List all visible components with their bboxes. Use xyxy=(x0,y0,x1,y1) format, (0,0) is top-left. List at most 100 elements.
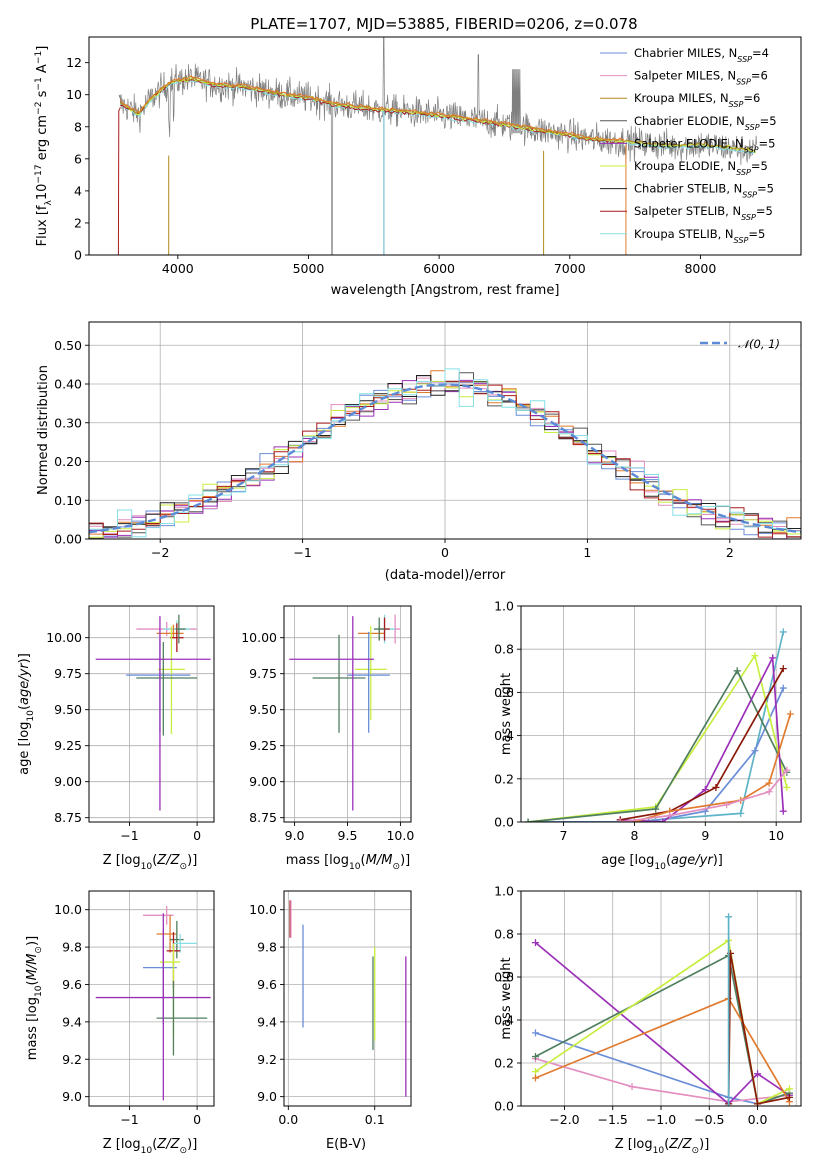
y-tick-label: 9.6 xyxy=(62,977,82,992)
error-bar-point xyxy=(136,642,198,736)
normal-reference-curve xyxy=(89,383,801,534)
panel-spectrum: 4000 5000 6000 7000 8000 0 2 4 6 8 10 12 Chabrier MI… xyxy=(34,36,802,298)
weight-series-marker xyxy=(779,684,787,692)
weight-series-marker xyxy=(737,809,745,817)
y-tick-label: 9.0 xyxy=(62,1089,82,1104)
y-axis-label: age [log10(age/yr)] xyxy=(17,653,36,775)
y-tick-label: 9.8 xyxy=(62,940,82,955)
y-tick-label: 9.0 xyxy=(257,1089,277,1104)
spectrum-model-fit xyxy=(120,79,757,154)
x-tick-label: 0 xyxy=(193,1112,201,1127)
x-tick-label: 4000 xyxy=(162,261,194,276)
weight-series-marker xyxy=(659,818,667,822)
legend-entry: Kroupa ELODIE, NSSP=5 xyxy=(634,159,768,177)
y-tick-label: 8.75 xyxy=(54,810,82,825)
weight-series-marker xyxy=(779,628,787,636)
y-tick-label: 0.2 xyxy=(494,1056,514,1071)
y-tick-label: 1.0 xyxy=(494,599,514,614)
weight-series-line xyxy=(535,954,790,1105)
x-tick-label: −1.5 xyxy=(598,1112,628,1127)
weight-series-marker xyxy=(531,939,539,947)
x-tick-label: −0.5 xyxy=(694,1112,724,1127)
y-tick-label: 9.6 xyxy=(257,977,277,992)
x-axis-label: Z [log10(Z/Z⊙)] xyxy=(103,853,198,872)
weight-series-marker xyxy=(779,665,787,673)
x-axis-label: E(B-V) xyxy=(326,1137,366,1152)
legend-entry: Kroupa STELIB, NSSP=5 xyxy=(634,227,765,245)
weight-series-marker xyxy=(628,1083,636,1091)
weight-series-marker xyxy=(783,766,791,774)
x-tick-label: −1 xyxy=(120,1112,138,1127)
y-axis-label: Normed distribution xyxy=(36,365,51,495)
y-tick-label: 0.8 xyxy=(494,642,514,657)
y-tick-label: 10.00 xyxy=(241,630,277,645)
y-tick-label: 0.0 xyxy=(494,1099,514,1114)
weight-series-marker xyxy=(725,913,733,921)
weight-series-line xyxy=(528,669,788,822)
weight-series-marker xyxy=(531,1068,539,1076)
x-tick-label: 8000 xyxy=(684,261,716,276)
y-tick-label: 8.75 xyxy=(249,810,277,825)
error-bar-point xyxy=(354,626,387,720)
weight-series-marker xyxy=(616,818,624,822)
panel-age-vs-z: −1 0 8.75 9.00 9.25 9.50 9.75 10.00 Z [log10(Z/Z… xyxy=(17,605,215,872)
weight-series-marker xyxy=(751,747,759,755)
weight-series-marker xyxy=(754,1100,762,1106)
weight-series-marker xyxy=(645,818,653,822)
weight-series-marker xyxy=(783,783,791,791)
weight-series-line xyxy=(528,653,788,822)
axes-frame xyxy=(88,605,215,823)
weight-series-marker xyxy=(765,779,773,787)
weight-series-marker xyxy=(785,1085,793,1093)
x-tick-label: 7000 xyxy=(554,261,586,276)
weight-series-line xyxy=(535,997,791,1103)
x-axis-label: (data-model)/error xyxy=(385,568,506,583)
y-tick-label: 0.2 xyxy=(494,771,514,786)
y-axis-label: mass weight xyxy=(499,673,514,755)
y-tick-label: 0.00 xyxy=(54,532,82,547)
y-tick-label: 0.30 xyxy=(54,415,82,430)
axes-frame xyxy=(88,321,802,540)
weight-series-marker xyxy=(531,1074,539,1082)
panel-weight-vs-z: −2.0 −1.5 −1.0 −0.5 0.0 0.0 0.2 0.4 0.6 0.8 1.0 Z [… xyxy=(494,884,802,1156)
legend-entry: 𝒩(0, 1) xyxy=(738,337,780,351)
y-tick-label: 9.2 xyxy=(62,1052,82,1067)
axes-frame xyxy=(88,890,215,1107)
weight-series-line xyxy=(535,1057,790,1103)
y-tick-label: 0.50 xyxy=(54,338,82,353)
y-tick-label: 10.0 xyxy=(54,902,82,917)
residual-histogram xyxy=(89,368,801,538)
weight-series-marker xyxy=(765,788,773,796)
x-tick-label: 6000 xyxy=(423,261,455,276)
weight-series-marker xyxy=(754,1070,762,1078)
weight-series-marker xyxy=(779,807,787,815)
weight-series-marker xyxy=(531,1053,539,1061)
weight-series-line xyxy=(620,769,788,822)
x-tick-label: −1 xyxy=(293,545,311,560)
x-axis-label: Z [log10(Z/Z⊙)] xyxy=(615,1137,710,1156)
error-bar-point xyxy=(175,614,186,644)
y-tick-label: 2 xyxy=(74,215,82,230)
x-tick-label: 0 xyxy=(193,828,201,843)
legend-entry: Chabrier ELODIE, NSSP=5 xyxy=(634,114,777,132)
axes-frame xyxy=(520,605,802,823)
plot-area xyxy=(95,614,211,811)
weight-series-line xyxy=(534,941,790,1105)
x-tick-label: 10.0 xyxy=(386,828,414,843)
y-tick-label: 0.20 xyxy=(54,454,82,469)
y-tick-label: 9.4 xyxy=(62,1014,82,1029)
error-bar-point xyxy=(173,934,198,953)
legend-entry: Salpeter STELIB, NSSP=5 xyxy=(634,204,773,222)
y-tick-label: 10.00 xyxy=(46,630,82,645)
x-tick-label: 1 xyxy=(583,545,591,560)
error-bar-point xyxy=(312,634,366,733)
plot-area xyxy=(289,900,407,1097)
x-axis-label: age [log10(age/yr)] xyxy=(601,853,723,872)
legend-entry: Chabrier MILES, NSSP=4 xyxy=(634,46,769,64)
weight-series-marker xyxy=(785,1093,793,1101)
spectrum-model-edge xyxy=(117,107,121,255)
weight-series-marker xyxy=(751,652,759,660)
y-tick-label: 10.0 xyxy=(249,902,277,917)
x-tick-label: 0.1 xyxy=(365,1112,385,1127)
